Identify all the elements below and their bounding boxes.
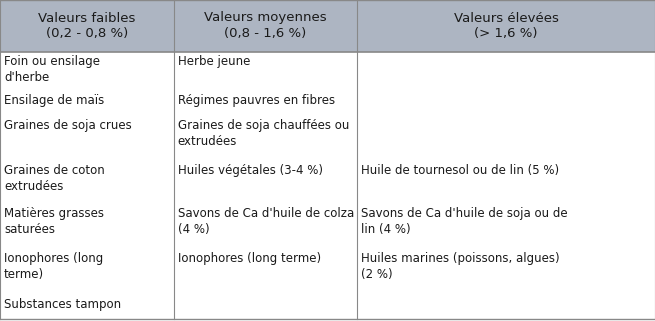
Text: Graines de coton
extrudées: Graines de coton extrudées xyxy=(4,164,105,193)
Text: Graines de soja crues: Graines de soja crues xyxy=(4,119,132,132)
Text: Valeurs faibles
(0,2 - 0,8 %): Valeurs faibles (0,2 - 0,8 %) xyxy=(38,12,136,40)
Text: Régimes pauvres en fibres: Régimes pauvres en fibres xyxy=(178,94,335,108)
Text: Huiles marines (poissons, algues)
(2 %): Huiles marines (poissons, algues) (2 %) xyxy=(361,252,559,281)
Text: Ionophores (long
terme): Ionophores (long terme) xyxy=(4,252,103,281)
Text: Valeurs élevées
(> 1,6 %): Valeurs élevées (> 1,6 %) xyxy=(453,12,559,40)
Text: Ensilage de maïs: Ensilage de maïs xyxy=(4,94,104,108)
Bar xyxy=(0,249,655,295)
Text: Valeurs moyennes
(0,8 - 1,6 %): Valeurs moyennes (0,8 - 1,6 %) xyxy=(204,12,327,40)
Text: Huile de tournesol ou de lin (5 %): Huile de tournesol ou de lin (5 %) xyxy=(361,164,559,177)
Text: Savons de Ca d'huile de colza
(4 %): Savons de Ca d'huile de colza (4 %) xyxy=(178,207,354,236)
Text: Ionophores (long terme): Ionophores (long terme) xyxy=(178,252,321,265)
Bar xyxy=(0,116,655,161)
Bar xyxy=(0,295,655,319)
Bar xyxy=(0,91,655,116)
Text: Herbe jeune: Herbe jeune xyxy=(178,55,250,68)
Bar xyxy=(0,204,655,249)
Text: Savons de Ca d'huile de soja ou de
lin (4 %): Savons de Ca d'huile de soja ou de lin (… xyxy=(361,207,568,236)
Bar xyxy=(0,161,655,204)
Bar xyxy=(0,52,655,91)
Text: Matières grasses
saturées: Matières grasses saturées xyxy=(4,207,104,236)
Bar xyxy=(0,0,655,52)
Text: Huiles végétales (3-4 %): Huiles végétales (3-4 %) xyxy=(178,164,322,177)
Text: Foin ou ensilage
d'herbe: Foin ou ensilage d'herbe xyxy=(4,55,100,84)
Text: Substances tampon: Substances tampon xyxy=(4,298,121,311)
Text: Graines de soja chauffées ou
extrudées: Graines de soja chauffées ou extrudées xyxy=(178,119,349,148)
